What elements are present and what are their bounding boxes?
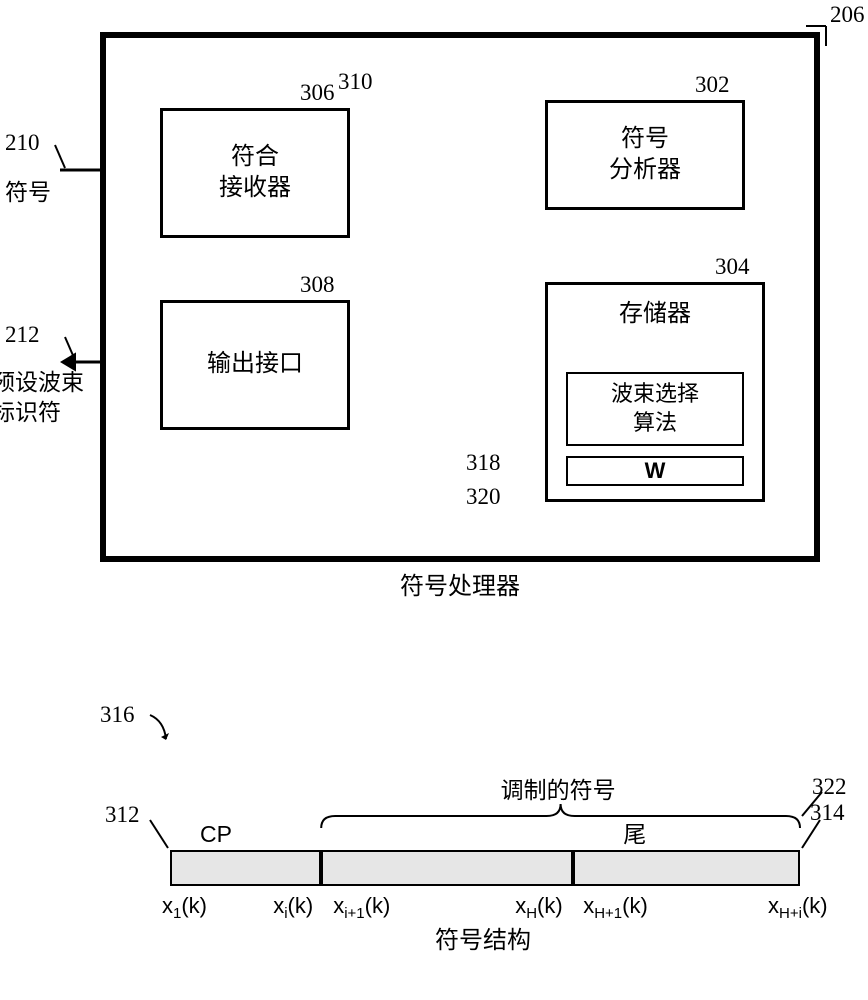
ref-310: 310 — [338, 67, 373, 97]
hook-316 — [150, 715, 166, 739]
sub-xi1: xi+1(k) — [333, 892, 390, 921]
ref-322: 322 — [812, 772, 847, 802]
ref-320: 320 — [466, 482, 501, 512]
modulated-label: 调制的符号 — [501, 776, 616, 806]
symbol-analyzer: 符号分析器 — [545, 100, 745, 210]
ref-206: 206 — [830, 0, 865, 30]
sub-x1: x1(k) — [162, 892, 207, 921]
in-arrow-label: 符号 — [5, 178, 51, 208]
symbol-receiver: 符合接收器 — [160, 108, 350, 238]
sub-xH1: xH+1(k) — [583, 892, 648, 921]
output-interface: 输出接口 — [160, 300, 350, 430]
w-block: W — [566, 456, 744, 486]
ref-306: 306 — [300, 78, 335, 108]
out-arrow-label: 预设波束标识符 — [0, 368, 102, 428]
struct-tail-cell — [573, 850, 800, 886]
ref-316: 316 — [100, 700, 135, 730]
top-caption: 符号处理器 — [400, 572, 520, 603]
tail-label: 尾 — [623, 820, 646, 850]
ref-304: 304 — [715, 252, 750, 282]
ref-312: 312 — [105, 800, 140, 830]
struct-mid-cell — [321, 850, 573, 886]
struct-cp-cell — [170, 850, 321, 886]
sub-xH: xH(k) — [515, 892, 563, 921]
ref-314: 314 — [810, 798, 845, 828]
bottom-caption: 符号结构 — [435, 926, 531, 957]
ref-308: 308 — [300, 270, 335, 300]
ref-212: 212 — [5, 320, 40, 350]
sub-xHi: xH+i(k) — [768, 892, 828, 921]
brace-modulated — [321, 804, 800, 828]
sub-xi: xi(k) — [273, 892, 313, 921]
ref-302: 302 — [695, 70, 730, 100]
ref-318: 318 — [466, 448, 501, 478]
beam-select-algo: 波束选择算法 — [566, 372, 744, 446]
cp-label: CP — [200, 820, 232, 850]
ref-210: 210 — [5, 128, 40, 158]
